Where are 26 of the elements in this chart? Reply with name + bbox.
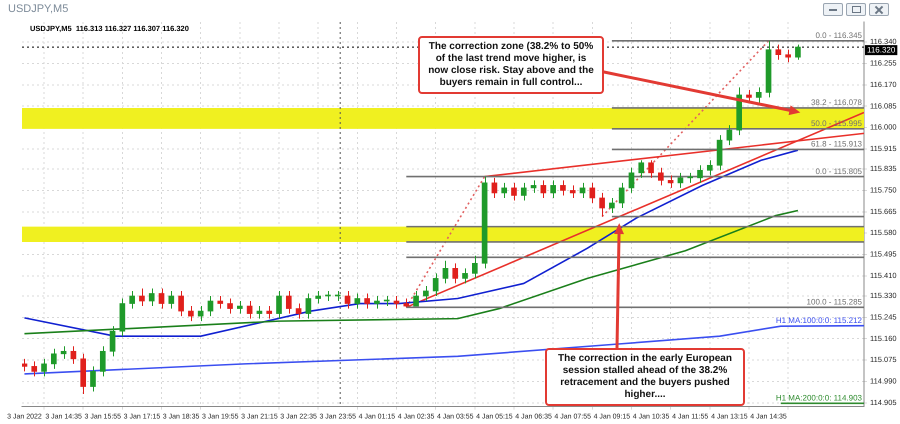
chart-title: USDJPY,M5 xyxy=(8,3,68,15)
candlestick xyxy=(580,182,586,198)
candlestick xyxy=(394,295,400,310)
candlestick xyxy=(158,288,164,310)
annotation: The correction zone (38.2% to 50% of the last trend move higher, is now close risk. Stay above and the buyers remain in full control... xyxy=(418,36,604,94)
candlestick xyxy=(334,290,341,302)
candlestick xyxy=(256,306,262,320)
candlestick xyxy=(325,290,331,302)
ref-line-label: 116.320 xyxy=(867,45,896,54)
series-label: 38.2 - 116.078 xyxy=(810,98,863,108)
candlestick xyxy=(90,366,96,392)
candlestick xyxy=(344,290,350,310)
candlestick xyxy=(511,182,517,201)
series-label: H1 MA:100:0:0: 115.212 xyxy=(776,316,863,325)
series-label: 100.0 - 115.285 xyxy=(806,298,863,307)
candlestick xyxy=(276,290,282,320)
series-label: 61.8 - 115.913 xyxy=(810,140,863,149)
annotation: The correction in the early European session stalled ahead of the 38.2% retracement and the buyers pushed higher.... xyxy=(545,348,745,406)
series-label: 0.0 - 116.345 xyxy=(815,31,863,40)
series-label: H1 MA:200:0:0: 114.903 xyxy=(776,394,863,403)
candlestick xyxy=(384,295,390,307)
candlestick xyxy=(413,290,419,307)
candlestick xyxy=(208,295,214,317)
series-label: 0.0 - 115.805 xyxy=(815,166,863,176)
candlestick xyxy=(139,288,145,307)
candlestick xyxy=(227,298,233,314)
